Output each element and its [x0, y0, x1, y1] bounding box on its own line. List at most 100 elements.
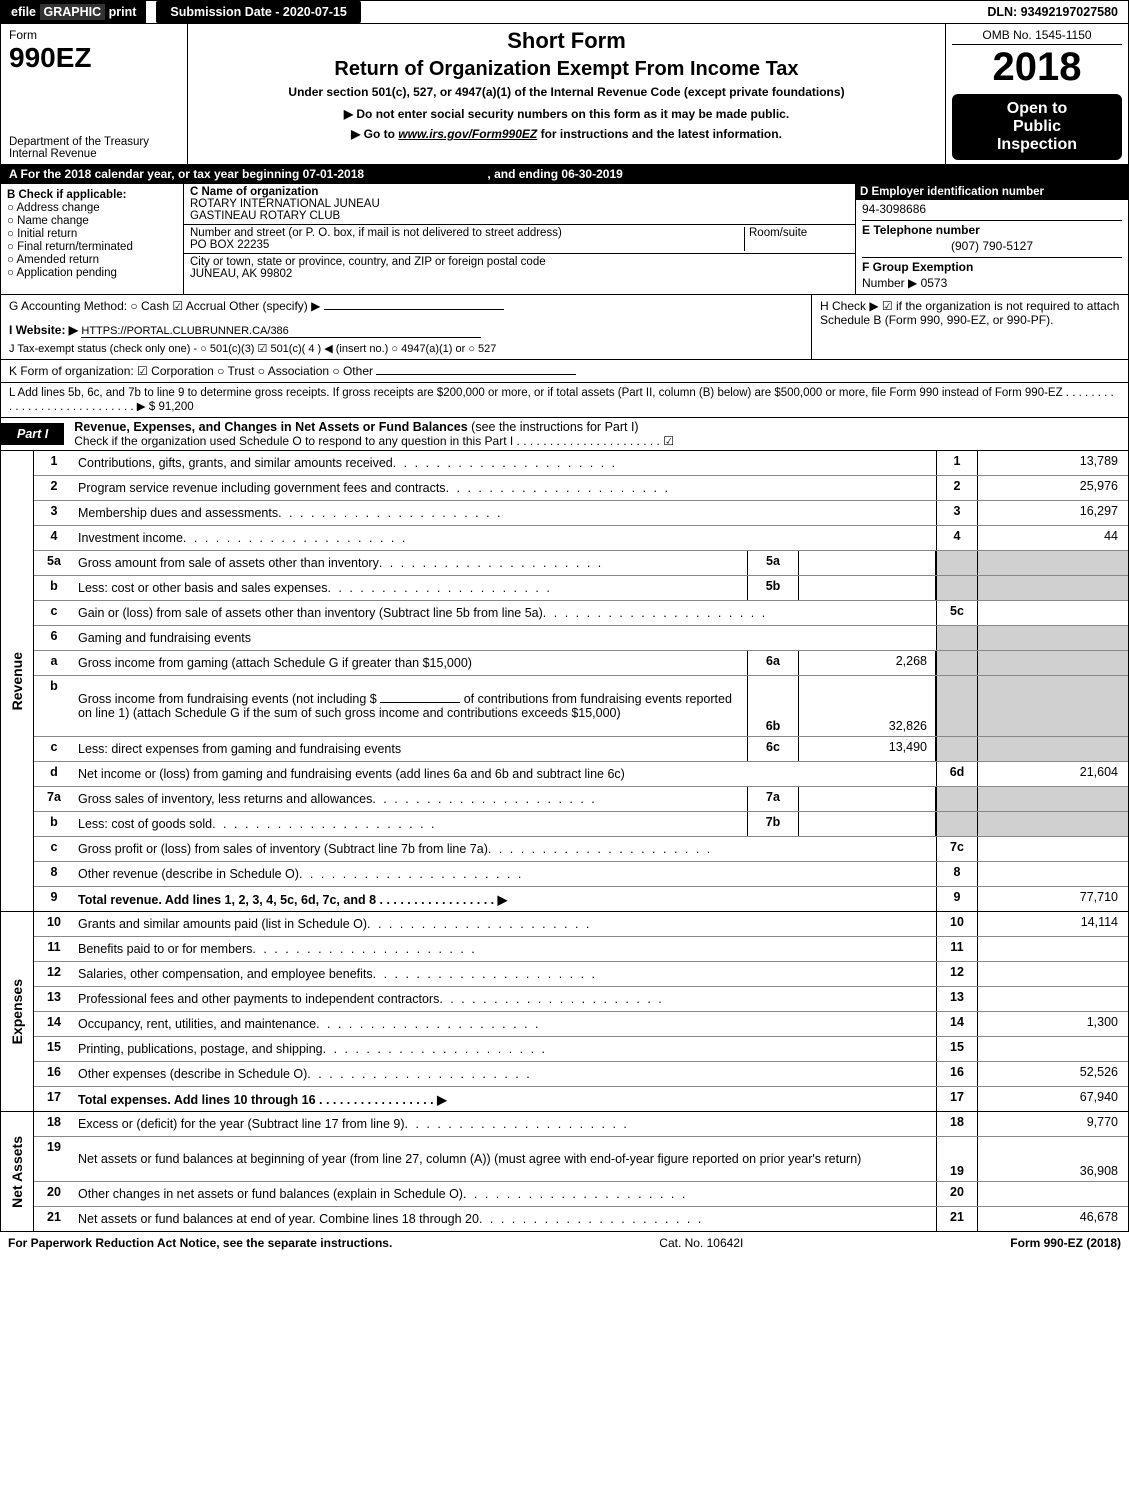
ln21-rn: 21	[936, 1207, 978, 1231]
open-inspection-box: Open to Public Inspection	[952, 94, 1122, 160]
ln6d-desc: Net income or (loss) from gaming and fun…	[74, 762, 936, 786]
open2: Public	[956, 118, 1118, 136]
graphic-text: GRAPHIC	[40, 4, 106, 20]
ln9-rn: 9	[936, 887, 978, 911]
ln5c-rn: 5c	[936, 601, 978, 625]
ln14-num: 14	[34, 1012, 74, 1036]
ln8-num: 8	[34, 862, 74, 886]
ln6b-num: b	[34, 676, 74, 736]
ln7c-rv	[978, 837, 1128, 861]
ln6-num: 6	[34, 626, 74, 650]
ln7a-mv	[799, 787, 936, 811]
ln18-rn: 18	[936, 1112, 978, 1136]
ln14-rv: 1,300	[978, 1012, 1128, 1036]
ln5c-num: c	[34, 601, 74, 625]
header-left: Form 990EZ Department of the Treasury In…	[1, 24, 188, 164]
chk-amended-return[interactable]: Amended return	[7, 254, 177, 266]
ln6b-mv: 32,826	[799, 676, 936, 736]
chk-initial-return[interactable]: Initial return	[7, 228, 177, 240]
ln14-rn: 14	[936, 1012, 978, 1036]
ln20-num: 20	[34, 1182, 74, 1206]
addr-value: PO BOX 22235	[190, 239, 269, 251]
ln13-num: 13	[34, 987, 74, 1011]
form-header: Form 990EZ Department of the Treasury In…	[0, 24, 1129, 165]
org-name-1: ROTARY INTERNATIONAL JUNEAU	[190, 198, 380, 210]
ln5b-mv	[799, 576, 936, 600]
ln8-rv	[978, 862, 1128, 886]
ln2-num: 2	[34, 476, 74, 500]
ln12-rn: 12	[936, 962, 978, 986]
open1: Open to	[956, 100, 1118, 118]
ln10-desc: Grants and similar amounts paid (list in…	[74, 912, 936, 936]
form-number: 990EZ	[9, 42, 179, 74]
ln21-rv: 46,678	[978, 1207, 1128, 1231]
ln9-desc: Total revenue. Add lines 1, 2, 3, 4, 5c,…	[74, 887, 936, 911]
ln8-desc: Other revenue (describe in Schedule O)	[74, 862, 936, 886]
ln4-rn: 4	[936, 526, 978, 550]
header-center: Short Form Return of Organization Exempt…	[188, 24, 945, 164]
ln6c-mb: 6c	[747, 737, 799, 761]
ln20-desc: Other changes in net assets or fund bala…	[74, 1182, 936, 1206]
ln19-num: 19	[34, 1137, 74, 1181]
ssn-warning: Do not enter social security numbers on …	[198, 107, 935, 121]
short-form-title: Short Form	[198, 28, 935, 54]
ln2-rv: 25,976	[978, 476, 1128, 500]
ln6c-desc: Less: direct expenses from gaming and fu…	[74, 737, 747, 761]
part1-title: Revenue, Expenses, and Changes in Net As…	[64, 420, 467, 434]
ln15-rv	[978, 1037, 1128, 1061]
goto-link[interactable]: www.irs.gov/Form990EZ	[398, 127, 537, 141]
chk-address-change[interactable]: Address change	[7, 202, 177, 214]
org-name-block: C Name of organization ROTARY INTERNATIO…	[184, 184, 855, 225]
ln7b-rv	[978, 812, 1128, 836]
chk-final-return[interactable]: Final return/terminated	[7, 241, 177, 253]
part1-label: Part I	[1, 423, 64, 445]
ln3-desc: Membership dues and assessments	[74, 501, 936, 525]
ln2-desc: Program service revenue including govern…	[74, 476, 936, 500]
goto-post: for instructions and the latest informat…	[537, 127, 782, 141]
ln5a-rn	[936, 551, 978, 575]
ln1-desc: Contributions, gifts, grants, and simila…	[74, 451, 936, 475]
ln6a-rv	[978, 651, 1128, 675]
ln7a-desc: Gross sales of inventory, less returns a…	[74, 787, 747, 811]
form-word: Form	[9, 28, 179, 42]
ln7b-num: b	[34, 812, 74, 836]
chk-name-change[interactable]: Name change	[7, 215, 177, 227]
row-k: K Form of organization: ☑ Corporation ○ …	[0, 360, 1129, 383]
ln16-desc: Other expenses (describe in Schedule O)	[74, 1062, 936, 1086]
ln6-rv	[978, 626, 1128, 650]
ln16-num: 16	[34, 1062, 74, 1086]
ein-header: D Employer identification number	[856, 184, 1128, 200]
ln7a-mb: 7a	[747, 787, 799, 811]
phone-label: E Telephone number	[862, 220, 1122, 237]
goto-line: ▶ Go to www.irs.gov/Form990EZ for instru…	[198, 127, 935, 141]
ln7a-rv	[978, 787, 1128, 811]
website-label: I Website: ▶	[9, 323, 78, 337]
print-text: print	[105, 5, 136, 19]
accounting-method: G Accounting Method: ○ Cash ☑ Accrual Ot…	[1, 295, 811, 359]
ln6b-d1: Gross income from fundraising events (no…	[78, 692, 380, 706]
tax-exempt-status: J Tax-exempt status (check only one) - ○…	[9, 342, 803, 355]
group-exemption-number: Number ▶ 0573	[862, 276, 1122, 290]
omb-number: OMB No. 1545-1150	[952, 28, 1122, 45]
ln1-num: 1	[34, 451, 74, 475]
ln11-desc: Benefits paid to or for members	[74, 937, 936, 961]
info-bcd-row: B Check if applicable: Address change Na…	[0, 184, 1129, 295]
netassets-tab: Net Assets	[1, 1112, 34, 1231]
ln17-num: 17	[34, 1087, 74, 1111]
ln20-rn: 20	[936, 1182, 978, 1206]
ln6a-desc: Gross income from gaming (attach Schedul…	[74, 651, 747, 675]
ln2-rn: 2	[936, 476, 978, 500]
ln5a-num: 5a	[34, 551, 74, 575]
box-b-header: B Check if applicable:	[7, 189, 177, 201]
main-title: Return of Organization Exempt From Incom…	[198, 58, 935, 81]
ln14-desc: Occupancy, rent, utilities, and maintena…	[74, 1012, 936, 1036]
ln15-rn: 15	[936, 1037, 978, 1061]
tax-year: 2018	[952, 45, 1122, 90]
ln7b-desc: Less: cost of goods sold	[74, 812, 747, 836]
website-url[interactable]: HTTPS://PORTAL.CLUBRUNNER.CA/386	[81, 325, 481, 338]
ln6a-mv: 2,268	[799, 651, 936, 675]
phone-value: (907) 790-5127	[862, 239, 1122, 253]
chk-application-pending[interactable]: Application pending	[7, 267, 177, 279]
ln17-rn: 17	[936, 1087, 978, 1111]
row-g-text: G Accounting Method: ○ Cash ☑ Accrual Ot…	[9, 299, 320, 313]
